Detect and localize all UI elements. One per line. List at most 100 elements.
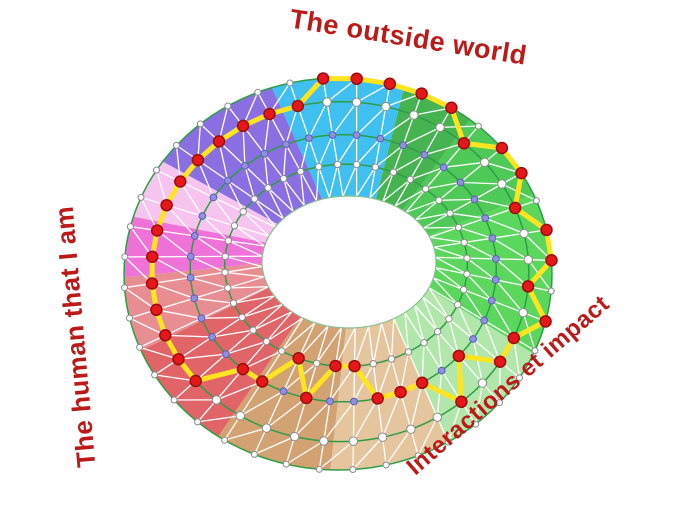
- node: [532, 197, 540, 205]
- sector-light-pink: [133, 161, 278, 243]
- node: [497, 179, 507, 189]
- label-human-that-i-am: The human that I am: [49, 205, 102, 469]
- node: [241, 162, 249, 170]
- node: [518, 308, 528, 318]
- node: [435, 122, 445, 133]
- node: [491, 276, 500, 284]
- node: [377, 432, 388, 442]
- node: [348, 436, 359, 446]
- highlighted-node: [316, 72, 330, 85]
- node: [221, 252, 229, 261]
- node: [186, 273, 195, 282]
- node: [261, 423, 272, 433]
- node: [404, 348, 413, 356]
- node: [137, 193, 145, 201]
- node: [282, 460, 290, 468]
- sector-deep-green: [375, 87, 470, 210]
- highlighted-node: [145, 277, 159, 290]
- node: [487, 296, 496, 305]
- node: [121, 284, 128, 292]
- node: [136, 343, 144, 351]
- node: [369, 360, 377, 368]
- node: [208, 333, 217, 341]
- sector-pale-green: [393, 288, 534, 442]
- highlighted-node: [371, 392, 384, 405]
- highlighted-node: [539, 315, 552, 328]
- node: [286, 79, 294, 87]
- highlighted-node: [172, 352, 185, 366]
- node: [444, 438, 452, 446]
- node: [432, 412, 442, 422]
- highlighted-node: [545, 254, 558, 267]
- node: [296, 167, 305, 176]
- node: [198, 212, 207, 220]
- node: [387, 355, 396, 363]
- label-outside-world: The outside world: [288, 4, 529, 71]
- highlighted-node: [452, 349, 466, 363]
- highlighted-node: [174, 175, 187, 188]
- highlighted-node: [383, 77, 397, 91]
- node: [262, 337, 271, 346]
- node: [190, 294, 199, 303]
- node: [190, 232, 199, 240]
- node: [474, 122, 482, 130]
- node: [439, 163, 448, 172]
- highlighted-node: [521, 280, 535, 293]
- node: [315, 465, 323, 473]
- highlighted-node: [291, 99, 305, 113]
- node: [126, 314, 133, 322]
- highlighted-node: [455, 395, 468, 409]
- node: [399, 141, 408, 150]
- highlighted-node: [495, 141, 509, 155]
- node: [126, 223, 134, 231]
- node: [254, 88, 262, 96]
- sector-violet: [162, 87, 323, 225]
- node: [420, 151, 429, 159]
- node: [435, 196, 443, 205]
- node: [151, 371, 159, 379]
- sector-sky-blue: [271, 78, 405, 200]
- highlighted-node: [445, 101, 458, 115]
- highlighted-node: [457, 137, 471, 150]
- node: [249, 326, 257, 334]
- node: [519, 228, 529, 239]
- node: [222, 350, 230, 359]
- node: [352, 160, 361, 169]
- highlighted-node: [350, 72, 363, 85]
- highlighted-node: [212, 135, 226, 148]
- node: [173, 141, 180, 149]
- node: [319, 436, 329, 446]
- node: [224, 284, 232, 292]
- highlighted-node: [515, 166, 528, 180]
- nodes: [121, 79, 555, 473]
- node: [279, 387, 288, 396]
- node: [235, 411, 246, 421]
- highlighted-node: [236, 119, 250, 133]
- node: [409, 110, 419, 120]
- node: [328, 131, 337, 139]
- node: [221, 436, 229, 444]
- node: [305, 134, 313, 143]
- node: [376, 134, 385, 143]
- highlighted-node: [394, 385, 407, 399]
- node: [211, 395, 222, 405]
- highlighted-node: [150, 303, 163, 317]
- node: [239, 208, 247, 216]
- sector-red-rose: [141, 287, 301, 437]
- highlighted-node: [146, 250, 159, 264]
- node: [351, 97, 362, 107]
- node: [278, 347, 286, 355]
- node: [229, 299, 238, 307]
- highlighted-node: [507, 331, 521, 345]
- node: [463, 270, 471, 278]
- node: [472, 420, 480, 428]
- node: [389, 168, 398, 176]
- node: [480, 316, 489, 325]
- node: [463, 254, 471, 262]
- node: [460, 238, 468, 247]
- node: [433, 327, 442, 336]
- highlighted-node: [348, 359, 361, 373]
- highlighted-node: [160, 198, 173, 212]
- node: [279, 174, 288, 183]
